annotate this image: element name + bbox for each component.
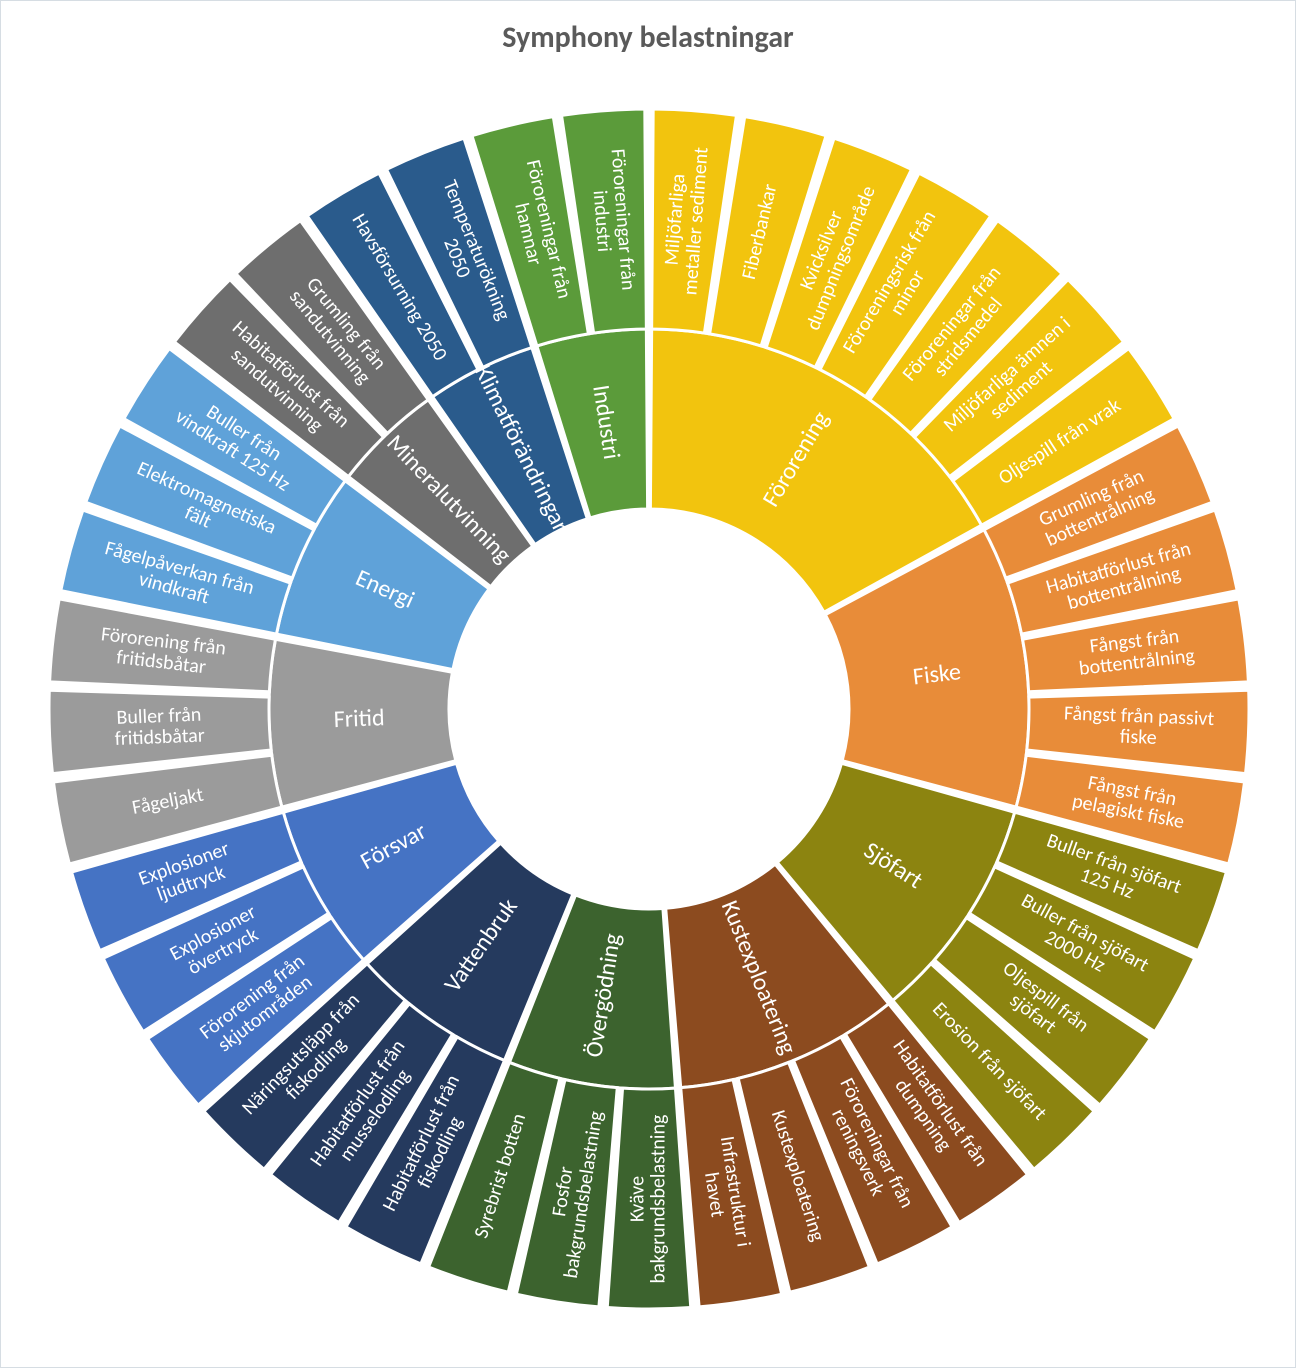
category-label: Fritid — [333, 703, 385, 734]
sunburst-chart: FöroreningMiljöfarligametaller sedimentF… — [1, 61, 1296, 1357]
item-label: Buller frånfritidsbåtar — [113, 702, 205, 750]
category-label: Fiske — [911, 657, 962, 691]
chart-frame: Symphony belastningar FöroreningMiljöfar… — [0, 0, 1296, 1368]
chart-title: Symphony belastningar — [1, 19, 1295, 56]
